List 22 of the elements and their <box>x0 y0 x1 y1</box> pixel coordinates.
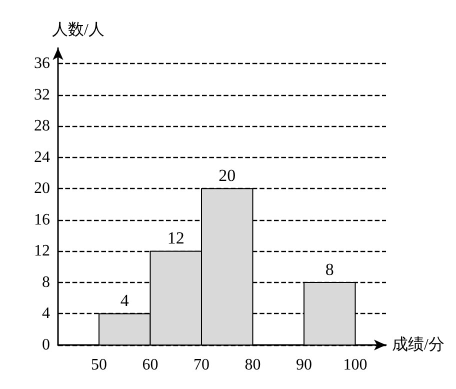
y-tick-label: 36 <box>34 55 50 72</box>
y-tick-label: 32 <box>34 86 50 104</box>
y-tick-label: 24 <box>34 148 50 166</box>
x-axis-title: 成绩/分 <box>392 336 444 354</box>
y-tick-label: 28 <box>34 118 50 135</box>
x-tick-label: 80 <box>244 356 261 374</box>
data-label: 4 <box>120 291 130 310</box>
y-tick-label: 20 <box>34 180 50 198</box>
y-axis-title: 人数/人 <box>52 22 104 38</box>
y-tick-label: 0 <box>42 336 50 354</box>
x-tick-label: 70 <box>194 356 210 374</box>
x-tick-label: 50 <box>91 356 107 374</box>
y-tick-label: 4 <box>42 305 50 322</box>
data-label: 12 <box>167 228 184 248</box>
data-label: 8 <box>325 260 334 279</box>
y-tick-label: 12 <box>34 242 50 260</box>
y-tick-label: 8 <box>42 274 50 291</box>
y-tick-label: 16 <box>34 211 50 228</box>
x-tick-label: 100 <box>343 356 368 374</box>
x-tick-label: 90 <box>296 356 312 374</box>
x-tick-label: 60 <box>142 356 158 374</box>
data-label: 20 <box>218 166 236 186</box>
